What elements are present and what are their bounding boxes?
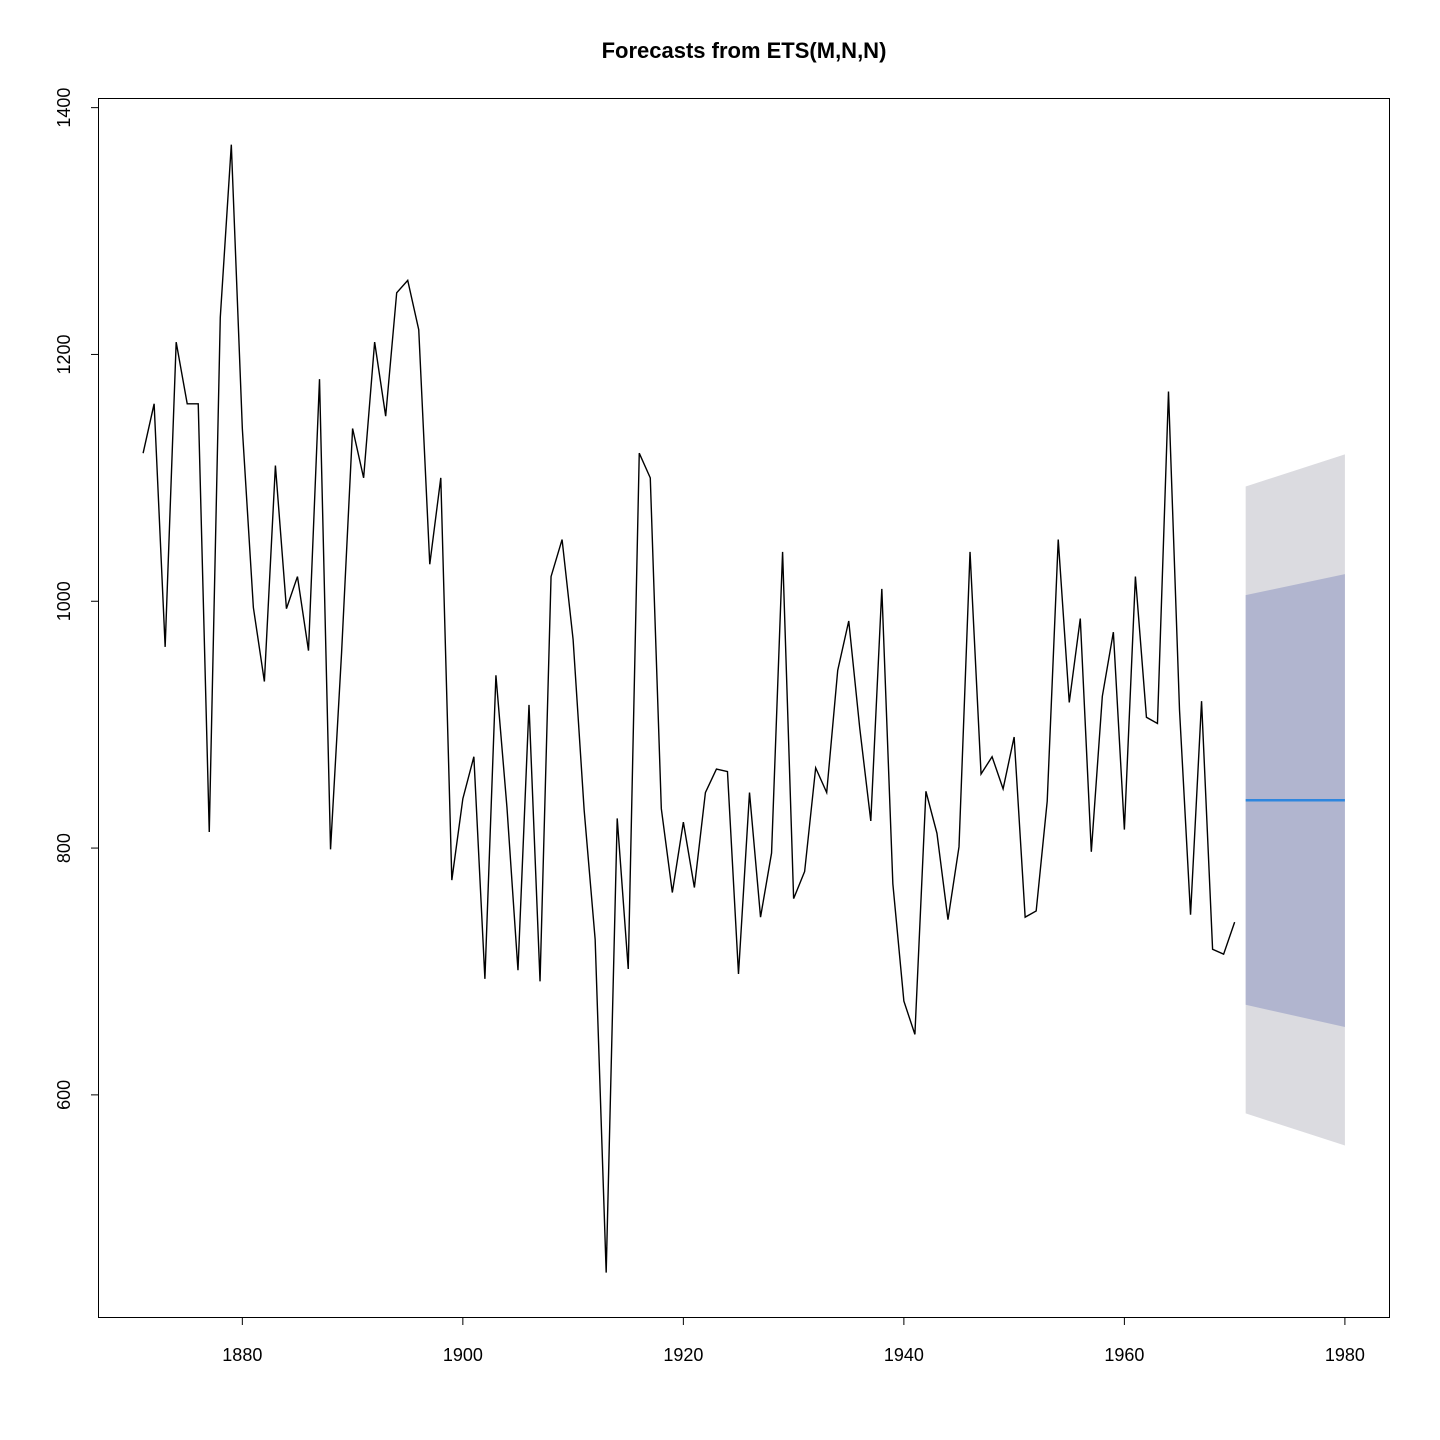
observed-line <box>142 144 1236 1273</box>
chart-title: Forecasts from ETS(M,N,N) <box>602 38 887 63</box>
observed-series <box>142 144 1236 1273</box>
x-axis: 1880 1900 1920 1940 1960 1980 <box>222 1317 1365 1365</box>
y-tick-label: 600 <box>54 1080 74 1110</box>
x-tick-label: 1940 <box>884 1345 924 1365</box>
y-tick-label: 1000 <box>54 581 74 621</box>
x-tick-label: 1920 <box>663 1345 703 1365</box>
plot-frame <box>98 98 1390 1318</box>
x-tick-label: 1900 <box>443 1345 483 1365</box>
x-tick-label: 1960 <box>1104 1345 1144 1365</box>
y-axis: 600 800 1000 1200 1400 <box>54 88 99 1110</box>
x-tick-label: 1880 <box>222 1345 262 1365</box>
y-tick-label: 1400 <box>54 88 74 128</box>
x-tick-label: 1980 <box>1325 1345 1365 1365</box>
y-tick-label: 1200 <box>54 334 74 374</box>
y-tick-label: 800 <box>54 833 74 863</box>
